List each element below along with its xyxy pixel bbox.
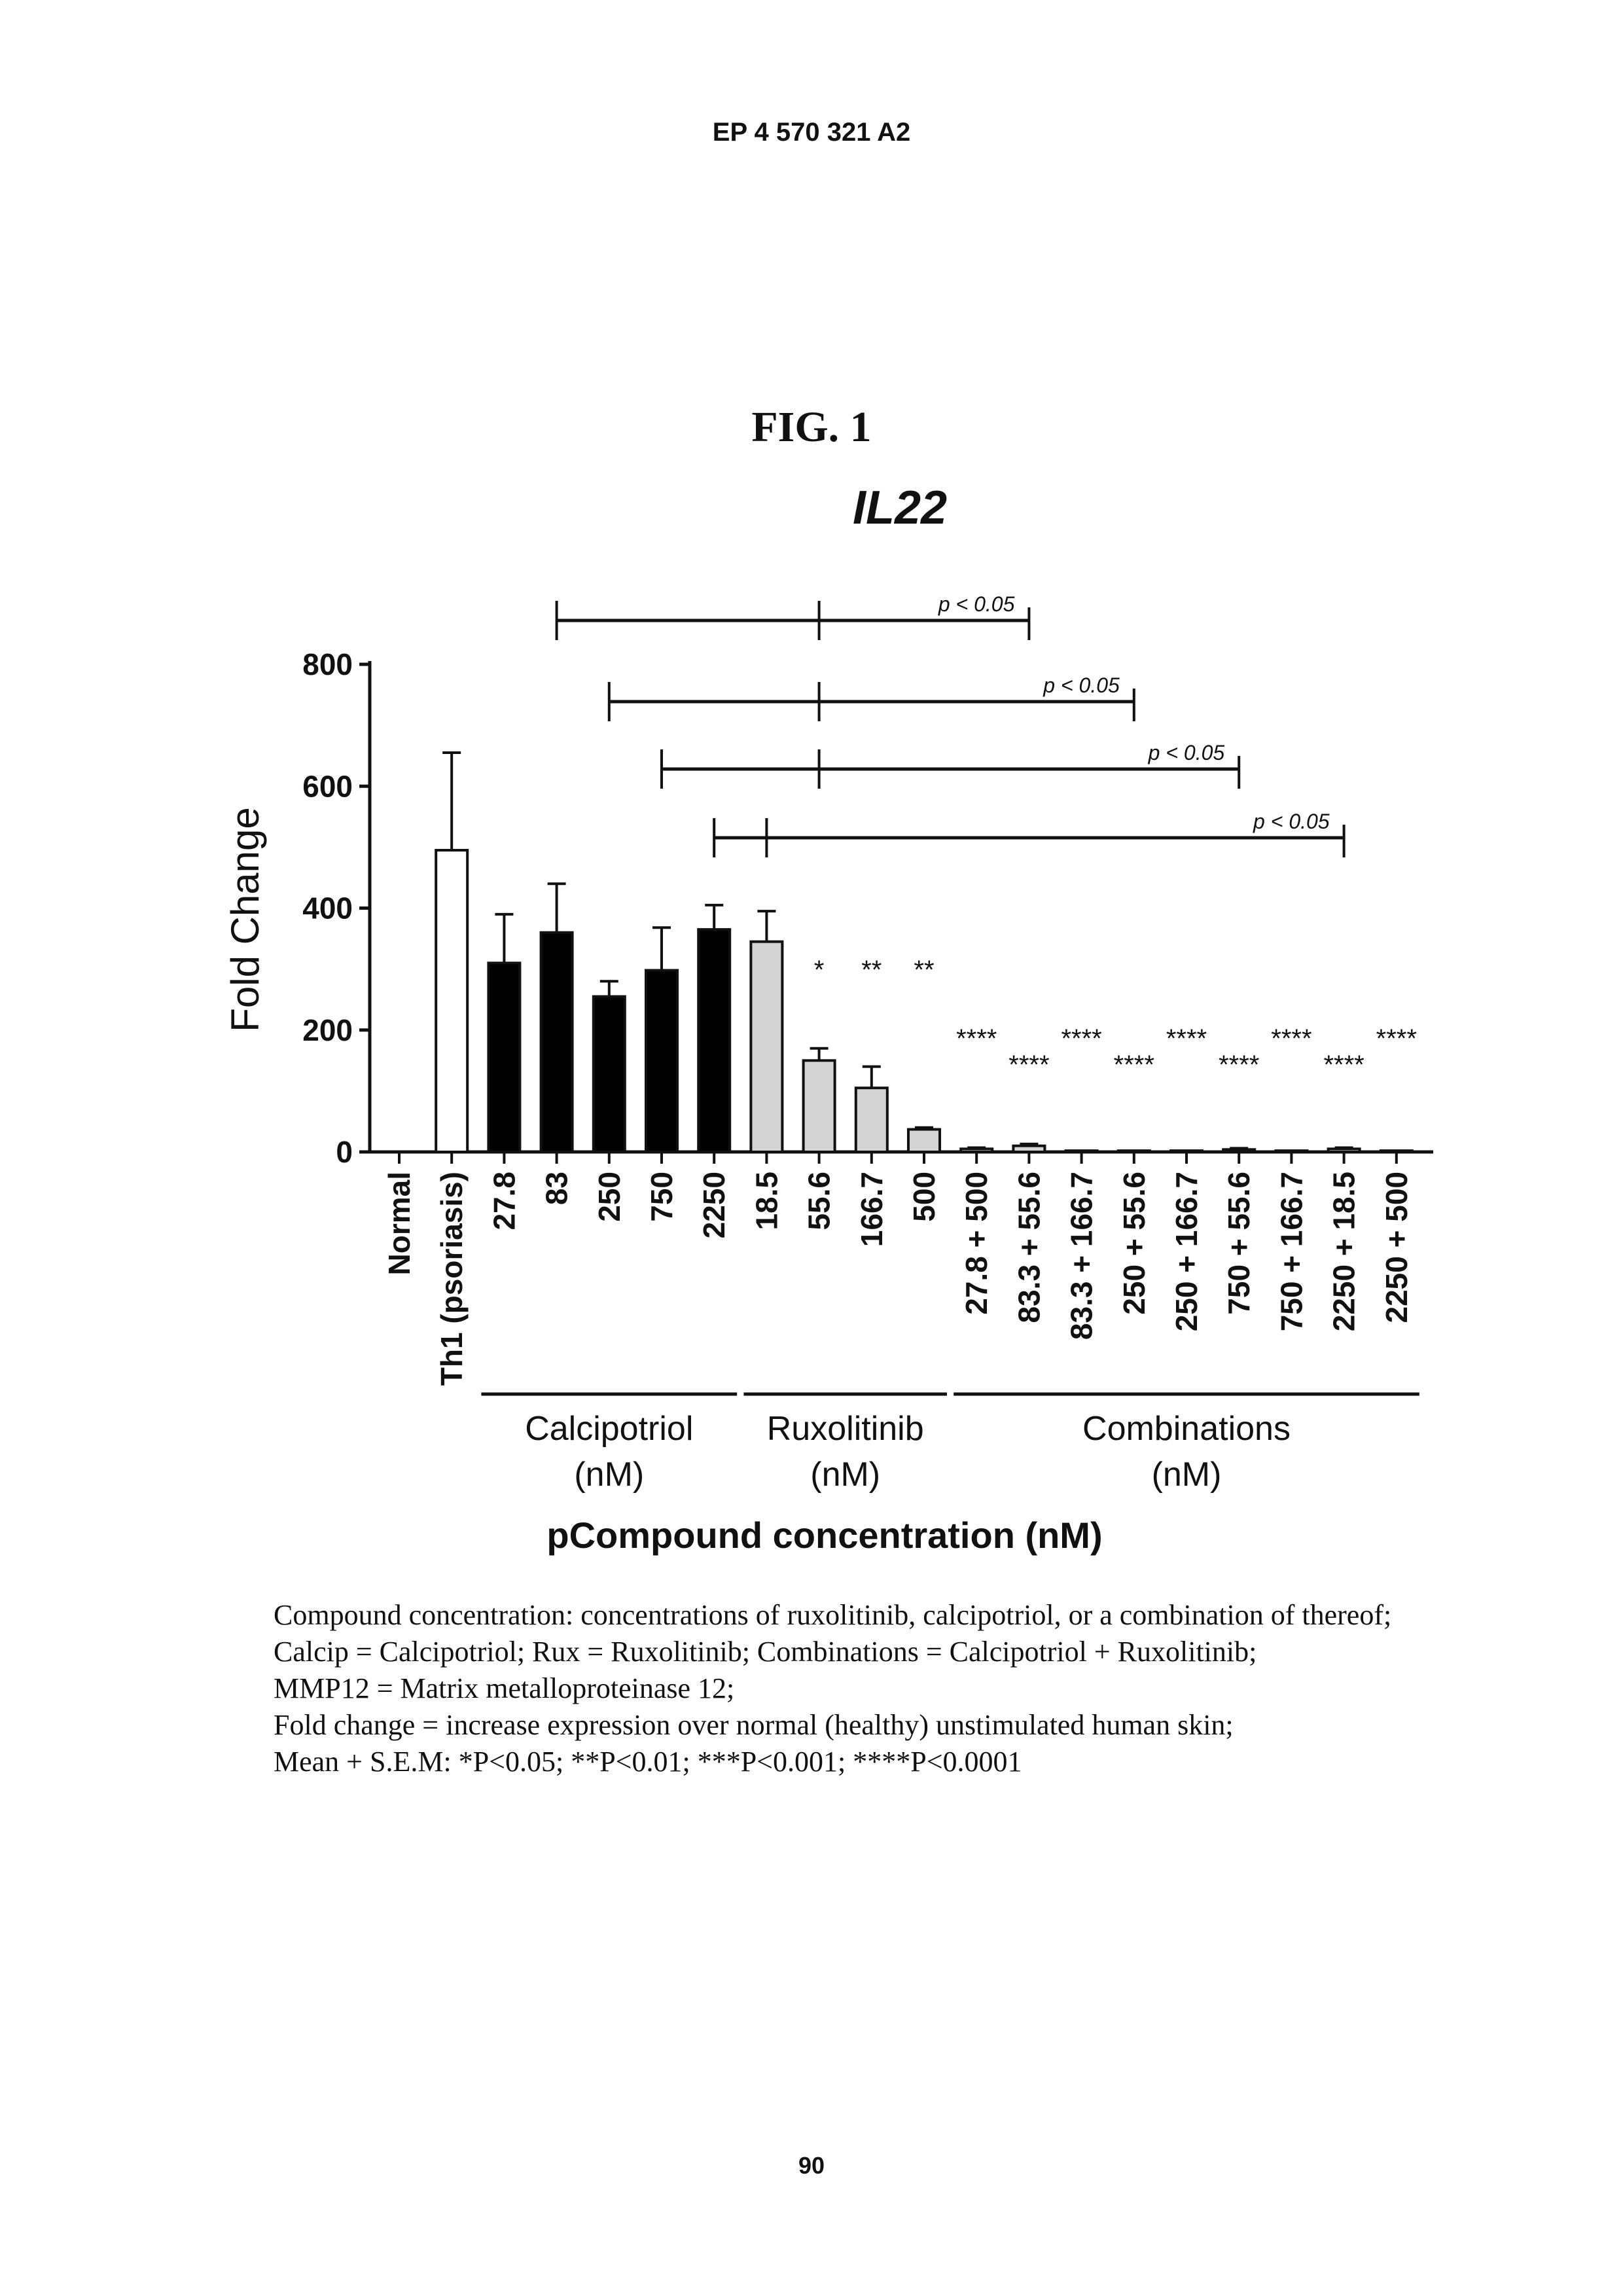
bar-ruxolitinib bbox=[908, 1130, 940, 1152]
x-tick-label: 500 bbox=[907, 1172, 941, 1222]
bar-combination bbox=[1381, 1151, 1412, 1152]
x-tick-label: 750 + 166.7 bbox=[1274, 1172, 1308, 1331]
x-tick-label: 2250 + 500 bbox=[1380, 1172, 1414, 1323]
p-value-label: p < 0.05 bbox=[1148, 741, 1225, 764]
x-tick-label: 83 bbox=[540, 1172, 574, 1205]
bar-combination bbox=[1013, 1146, 1044, 1152]
x-tick-label: 250 bbox=[592, 1172, 626, 1222]
y-tick-label: 200 bbox=[302, 1013, 353, 1047]
y-axis-label: Fold Change bbox=[223, 807, 267, 1032]
caption-line: Fold change = increase expression over n… bbox=[274, 1707, 1452, 1744]
bar-combination bbox=[1223, 1149, 1255, 1152]
x-tick-label: 2250 bbox=[697, 1172, 731, 1238]
x-tick-label: 750 + 55.6 bbox=[1222, 1172, 1256, 1315]
x-tick-label: 250 + 55.6 bbox=[1117, 1172, 1151, 1315]
significance-marker: **** bbox=[1323, 1050, 1364, 1079]
group-label-name: Calcipotriol bbox=[525, 1410, 693, 1448]
p-value-label: p < 0.05 bbox=[938, 592, 1015, 616]
significance-marker: **** bbox=[1061, 1024, 1101, 1053]
x-tick-label: 27.8 bbox=[487, 1172, 521, 1230]
caption-line: Mean + S.E.M: *P<0.05; **P<0.01; ***P<0.… bbox=[274, 1744, 1452, 1780]
x-tick-label: 83.3 + 166.7 bbox=[1065, 1172, 1099, 1340]
significance-marker: ** bbox=[914, 956, 934, 984]
figure-caption: Compound concentration: concentrations o… bbox=[274, 1597, 1452, 1780]
x-tick-label: 166.7 bbox=[855, 1172, 889, 1247]
significance-marker: **** bbox=[1008, 1050, 1049, 1079]
x-tick-label: Normal bbox=[382, 1172, 416, 1275]
bar-ruxolitinib bbox=[751, 942, 782, 1152]
x-tick-label: 250 + 166.7 bbox=[1169, 1172, 1204, 1331]
y-tick-label: 400 bbox=[302, 891, 353, 925]
group-label-unit: (nM) bbox=[810, 1456, 880, 1494]
significance-marker: **** bbox=[956, 1024, 997, 1053]
significance-marker: **** bbox=[1166, 1024, 1207, 1053]
significance-marker: * bbox=[814, 956, 825, 984]
bar-ruxolitinib bbox=[856, 1088, 887, 1152]
il22-bar-chart: IL22 Fold Change 0 200 400 600 800 p < 0.05 p… bbox=[0, 0, 1623, 1597]
group-label-name: Ruxolitinib bbox=[767, 1410, 924, 1448]
bar-calcipotriol bbox=[646, 970, 677, 1152]
x-tick-label: 55.6 bbox=[802, 1172, 836, 1230]
y-tick-label: 0 bbox=[336, 1135, 353, 1169]
bar-ruxolitinib bbox=[804, 1060, 835, 1152]
y-tick-label: 800 bbox=[302, 647, 353, 681]
p-value-label: p < 0.05 bbox=[1043, 673, 1120, 697]
x-tick-label: 18.5 bbox=[749, 1172, 783, 1230]
bar-combination bbox=[1275, 1151, 1307, 1152]
x-tick-label: 27.8 + 500 bbox=[959, 1172, 993, 1315]
bar-calcipotriol bbox=[541, 933, 573, 1152]
caption-line: Calcip = Calcipotriol; Rux = Ruxolitinib… bbox=[274, 1634, 1452, 1670]
significance-marker: **** bbox=[1219, 1050, 1259, 1079]
significance-marker: ** bbox=[861, 956, 882, 984]
bar-combination bbox=[1066, 1151, 1097, 1152]
caption-line: Compound concentration: concentrations o… bbox=[274, 1597, 1452, 1634]
significance-marker: **** bbox=[1271, 1024, 1311, 1053]
bar-calcipotriol bbox=[488, 963, 520, 1152]
bar-calcipotriol bbox=[698, 929, 730, 1152]
x-axis-label: pCompound concentration (nM) bbox=[546, 1515, 1102, 1556]
y-tick-label: 600 bbox=[302, 769, 353, 803]
page-number: 90 bbox=[0, 2152, 1623, 2179]
group-label-name: Combinations bbox=[1082, 1410, 1291, 1448]
x-tick-label: 2250 + 18.5 bbox=[1327, 1172, 1361, 1331]
x-tick-label: 750 bbox=[645, 1172, 679, 1222]
x-tick-label: Th1 (psoriasis) bbox=[435, 1172, 469, 1386]
bar-control bbox=[436, 850, 467, 1152]
bar-combination bbox=[961, 1149, 992, 1152]
bar-combination bbox=[1329, 1149, 1360, 1152]
group-label-unit: (nM) bbox=[1152, 1456, 1222, 1494]
significance-marker: **** bbox=[1114, 1050, 1154, 1079]
caption-line: MMP12 = Matrix metalloproteinase 12; bbox=[274, 1670, 1452, 1707]
bar-combination bbox=[1118, 1151, 1150, 1152]
p-value-label: p < 0.05 bbox=[1253, 810, 1330, 833]
group-label-unit: (nM) bbox=[574, 1456, 644, 1494]
significance-marker: **** bbox=[1376, 1024, 1417, 1053]
chart-title: IL22 bbox=[853, 482, 947, 534]
bar-combination bbox=[1171, 1151, 1202, 1152]
bar-calcipotriol bbox=[594, 997, 625, 1152]
x-tick-label: 83.3 + 55.6 bbox=[1012, 1172, 1046, 1323]
